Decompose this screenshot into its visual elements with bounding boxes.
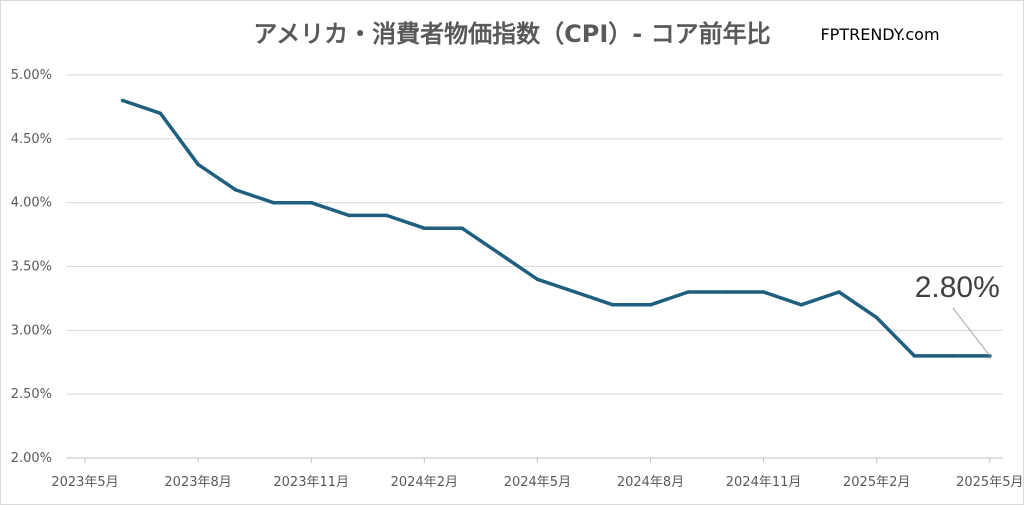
data-point	[422, 226, 427, 230]
data-point	[158, 111, 163, 116]
x-axis-ticks: 2023年5月 2023年8月 2023年11月 2024年2月 2024年5月 2024…	[51, 458, 1023, 490]
annotation-label: 2.80%	[915, 271, 1000, 304]
data-point	[234, 188, 238, 192]
data-point	[611, 303, 615, 307]
annotation-layer: 2.80%	[915, 271, 1000, 357]
series-layer	[120, 98, 992, 358]
y-tick-label: 2.50%	[11, 387, 52, 402]
annotation-leader	[952, 307, 991, 357]
x-tick-label: 2025年5月	[956, 475, 1023, 490]
gridlines	[66, 74, 1003, 459]
y-tick-label: 3.00%	[11, 323, 52, 338]
data-point	[196, 162, 200, 167]
x-tick-label: 2023年11月	[273, 475, 349, 490]
data-point	[347, 213, 351, 218]
x-tick-label: 2023年8月	[164, 475, 231, 490]
data-point	[309, 200, 314, 205]
data-point	[460, 226, 464, 230]
brand-label: FPTRENDY.com	[820, 25, 939, 44]
y-axis-ticks: 2.00% 2.50% 3.00% 3.50% 4.00% 4.50% 5.00%	[11, 68, 52, 466]
data-point	[271, 200, 276, 205]
data-point	[686, 290, 690, 294]
y-tick-label: 3.50%	[11, 260, 52, 275]
x-tick-label: 2024年11月	[726, 475, 802, 490]
data-point	[648, 303, 653, 307]
data-point	[724, 290, 728, 294]
y-tick-label: 4.50%	[11, 132, 52, 147]
y-tick-label: 4.00%	[11, 196, 52, 211]
chart-title: アメリカ・消費者物価指数（CPI）- コア前年比	[253, 20, 770, 48]
series-line	[120, 98, 992, 358]
data-point	[761, 290, 766, 294]
data-point	[497, 251, 502, 256]
data-point	[799, 303, 804, 307]
x-tick-label: 2024年8月	[617, 475, 684, 490]
data-point	[120, 98, 125, 103]
y-tick-label: 2.00%	[11, 451, 52, 466]
x-tick-label: 2025年2月	[843, 475, 910, 490]
data-point	[874, 315, 879, 320]
x-tick-label: 2024年2月	[391, 475, 458, 490]
y-tick-label: 5.00%	[11, 68, 52, 83]
data-point	[384, 213, 389, 218]
x-tick-label: 2023年5月	[51, 475, 118, 490]
data-point	[837, 290, 841, 294]
data-point	[950, 354, 954, 358]
data-point	[912, 354, 917, 358]
data-point	[535, 277, 540, 282]
data-point	[573, 290, 577, 294]
x-tick-label: 2024年5月	[504, 475, 571, 490]
